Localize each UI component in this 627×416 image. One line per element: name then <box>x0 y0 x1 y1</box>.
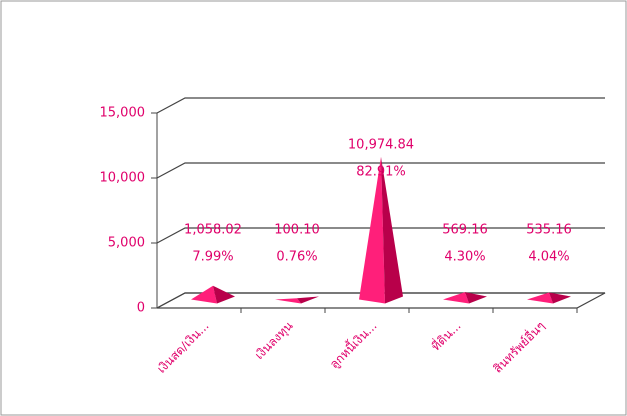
y-tick-label: 5,000 <box>108 236 145 251</box>
pyramid <box>191 285 235 304</box>
percent-label: 0.76% <box>276 250 317 265</box>
pyramid-face <box>549 292 571 304</box>
value-label: 10,974.84 <box>348 137 414 152</box>
y-tick-label: 15,000 <box>100 106 146 121</box>
pyramid-face <box>465 292 487 304</box>
pyramid-face <box>213 285 235 304</box>
y-tick-label: 10,000 <box>100 171 146 186</box>
pyramid-face <box>443 292 469 304</box>
value-label: 535.16 <box>526 223 572 238</box>
pyramid <box>443 292 487 304</box>
pyramid-face <box>297 296 319 304</box>
grid-line <box>156 227 605 244</box>
pyramid-face <box>191 285 217 304</box>
value-label: 569.16 <box>442 223 488 238</box>
pyramid-face <box>359 156 385 304</box>
percent-label: 7.99% <box>192 250 233 265</box>
pyramid <box>527 292 571 304</box>
pyramid-face <box>527 292 553 304</box>
percent-label: 4.04% <box>528 250 569 265</box>
pyramid <box>359 156 403 304</box>
value-label: 1,058.02 <box>184 223 242 238</box>
grid-line <box>156 97 605 114</box>
percent-label: 82.91% <box>356 164 406 179</box>
percent-label: 4.30% <box>444 250 485 265</box>
pyramid-face <box>381 156 403 304</box>
value-label: 100.10 <box>274 223 320 238</box>
pyramid <box>275 296 319 304</box>
pyramid-face <box>275 298 301 304</box>
grid-line <box>156 162 605 179</box>
y-tick-label: 0 <box>137 301 145 316</box>
